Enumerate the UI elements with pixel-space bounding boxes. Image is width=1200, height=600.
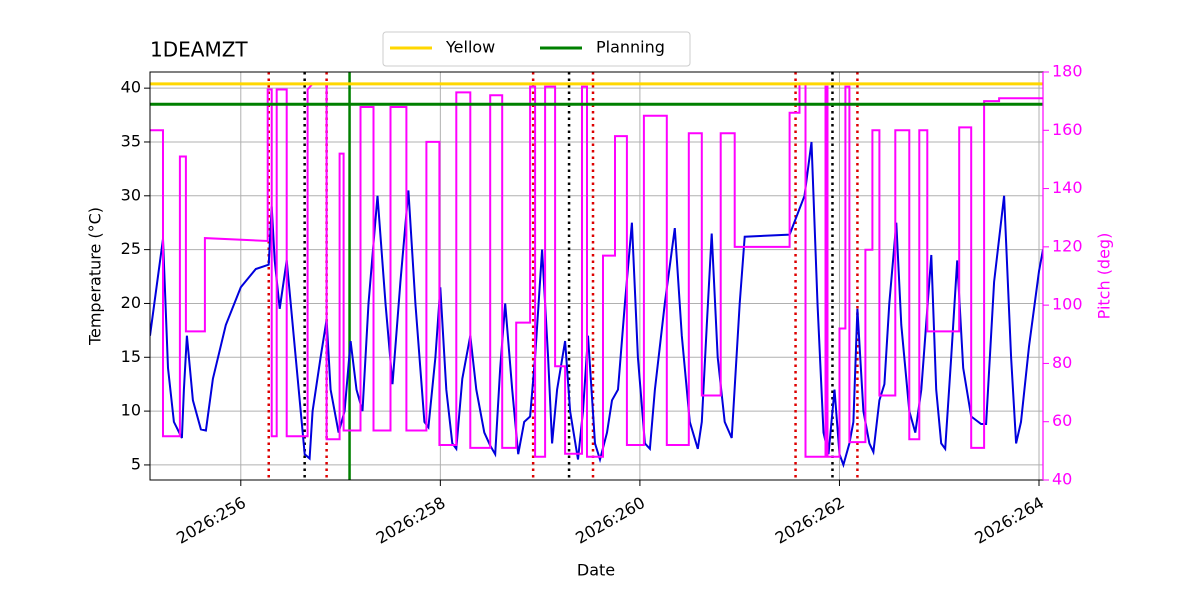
y2-tick-label: 80 <box>1052 353 1072 372</box>
plot <box>150 72 1043 480</box>
y-tick-label: 30 <box>121 185 141 204</box>
y-axis-label: Temperature (°C) <box>86 207 105 346</box>
x-tick-label: 2026:264 <box>971 493 1047 548</box>
legend-label: Planning <box>596 38 665 57</box>
chart-title: 1DEAMZT <box>150 38 248 62</box>
y-tick-label: 25 <box>121 239 141 258</box>
legend-label: Yellow <box>445 38 495 57</box>
y2-tick-label: 40 <box>1052 470 1072 489</box>
y2-axis-label: Pitch (deg) <box>1095 233 1114 320</box>
data-line <box>150 82 1043 458</box>
x-tick-label: 2026:262 <box>772 493 848 548</box>
data-line <box>150 141 1043 469</box>
y2-tick-label: 100 <box>1052 295 1083 314</box>
y-tick-label: 15 <box>121 347 141 366</box>
y2-tick-label: 160 <box>1052 120 1083 139</box>
x-axis-label: Date <box>577 561 615 580</box>
x-tick-label: 2026:258 <box>373 493 449 548</box>
y2-tick-label: 60 <box>1052 411 1072 430</box>
y-tick-label: 5 <box>131 454 141 473</box>
x-tick-label: 2026:256 <box>173 493 249 548</box>
y-tick-label: 35 <box>121 131 141 150</box>
x-tick-label: 2026:260 <box>572 493 648 548</box>
y2-tick-label: 120 <box>1052 236 1083 255</box>
y2-tick-label: 140 <box>1052 178 1083 197</box>
legend-box <box>382 31 691 67</box>
y-tick-label: 40 <box>121 78 141 97</box>
y2-tick-label: 180 <box>1052 62 1083 81</box>
y-tick-label: 20 <box>121 293 141 312</box>
y-tick-label: 10 <box>121 401 141 420</box>
